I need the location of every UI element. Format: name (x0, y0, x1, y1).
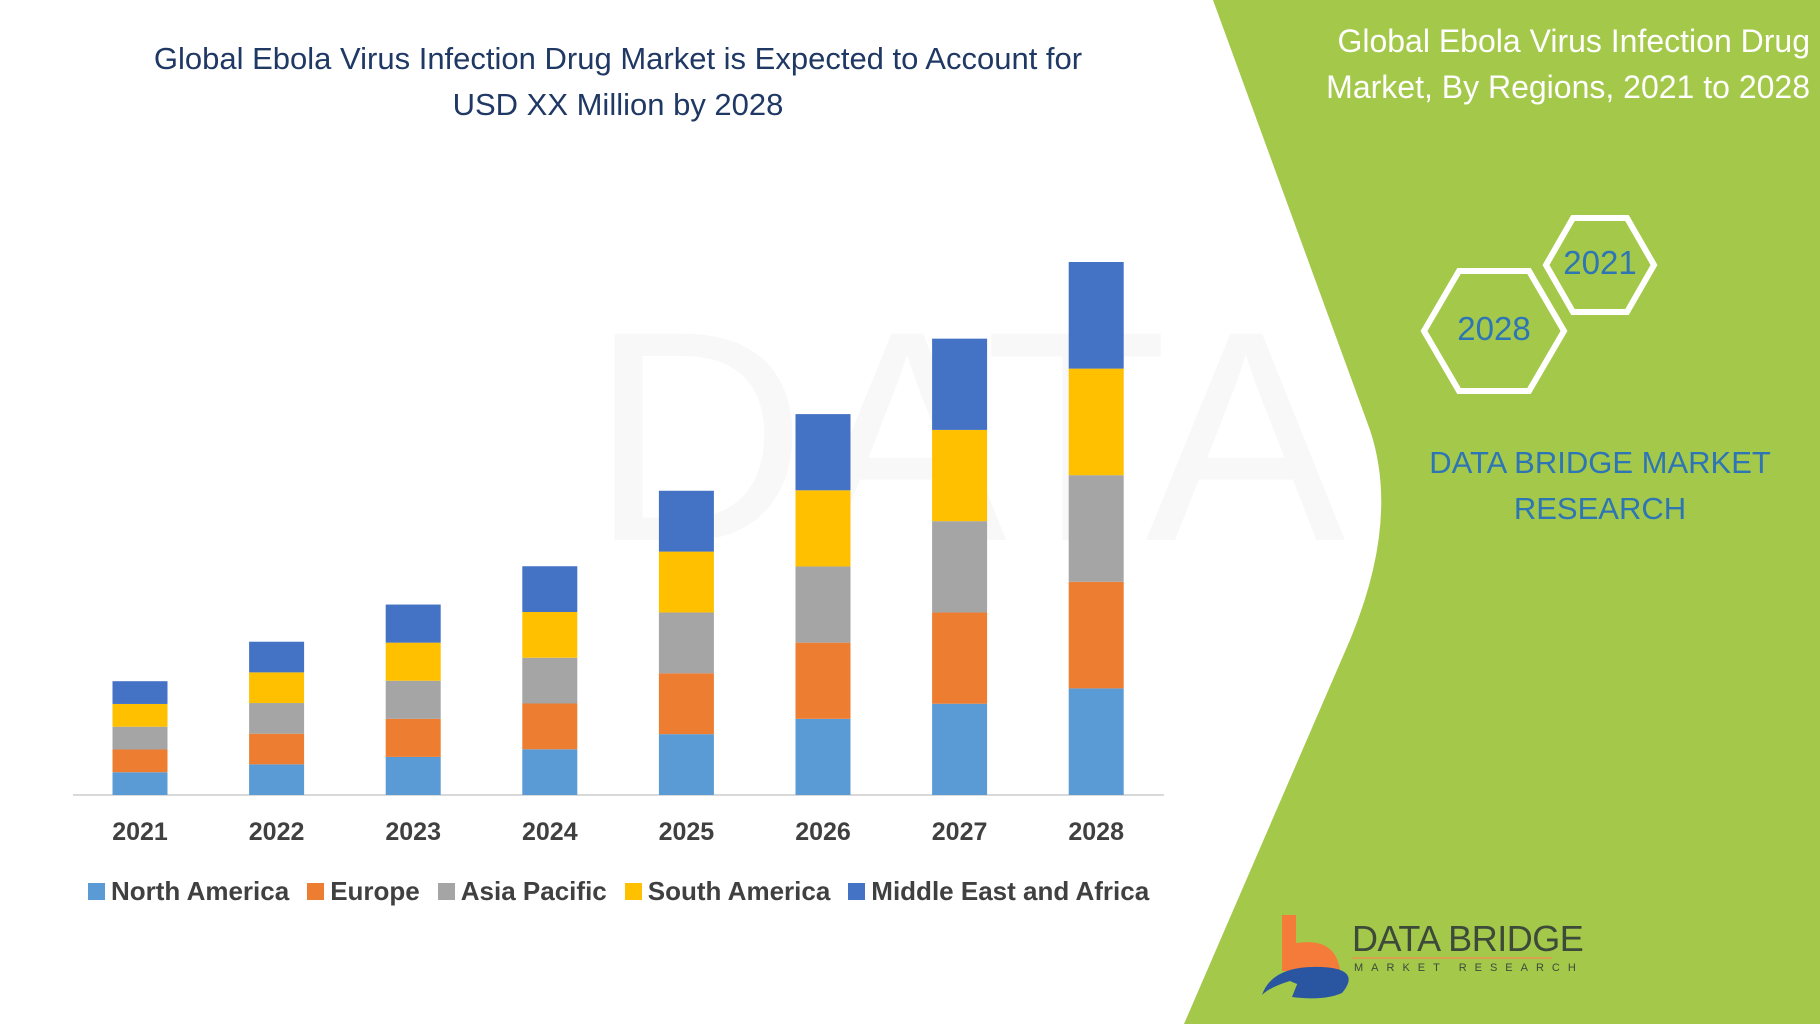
legend-label: Asia Pacific (460, 876, 607, 906)
bar-segment-2024-middle-east-and-africa (522, 566, 578, 612)
company-name: DATA BRIDGE MARKET RESEARCH (1429, 445, 1771, 526)
bar-segment-2022-south-america (249, 672, 305, 704)
legend-item: Asia Pacific (437, 876, 607, 907)
legend: North America Europe Asia Pacific South Ame… (88, 876, 1149, 907)
legend-item: Middle East and Africa (848, 876, 1149, 907)
bar-segment-2021-north-america (112, 772, 168, 795)
legend-label: South America (647, 876, 831, 906)
panel-title: Global Ebola Virus Infection Drug Market… (1326, 23, 1810, 105)
x-tick-label: 2026 (795, 818, 851, 846)
legend-swatch (88, 883, 105, 900)
bar-segment-2026-asia-pacific (795, 566, 851, 643)
hexagon-2021 (1542, 215, 1658, 315)
logo-icon (1262, 915, 1349, 999)
bar-segment-2028-south-america (1068, 368, 1124, 476)
bar-segment-2024-north-america (522, 749, 578, 795)
bar-segment-2028-asia-pacific (1068, 475, 1124, 582)
hexagon-2028 (1420, 268, 1568, 394)
legend-swatch (848, 883, 866, 900)
bar-segment-2022-europe (249, 733, 305, 765)
chart-title: Global Ebola Virus Infection Drug Market… (153, 41, 1083, 122)
bar-segment-2028-europe (1068, 581, 1124, 689)
bar-segment-2028-middle-east-and-africa (1068, 262, 1124, 369)
hex-label-2028: 2028 (1457, 310, 1531, 347)
bar-segment-2028-north-america (1068, 688, 1124, 795)
bar-segment-2026-south-america (795, 490, 851, 567)
bar-segment-2023-middle-east-and-africa (385, 604, 441, 643)
x-tick-label: 2023 (385, 818, 441, 846)
legend-item: North America (88, 876, 289, 907)
x-tick-label: 2027 (931, 818, 988, 846)
green-panel (1184, 0, 1820, 1024)
bar-segment-2027-middle-east-and-africa (932, 338, 988, 430)
bar-segment-2026-north-america (795, 718, 851, 795)
legend-item: South America (624, 876, 831, 907)
logo-name: DATA BRIDGE (1352, 918, 1584, 959)
x-tick-label: 2025 (658, 818, 715, 846)
bar-segment-2027-europe (932, 612, 988, 704)
bar-segment-2023-europe (385, 718, 441, 757)
legend-swatch (624, 883, 642, 900)
x-tick-label: 2021 (112, 818, 168, 846)
bar-segment-2023-north-america (385, 756, 441, 795)
bar-segment-2021-europe (112, 749, 168, 773)
bar-segment-2025-asia-pacific (658, 612, 714, 674)
bar-segment-2027-asia-pacific (932, 521, 988, 613)
bar-segment-2024-south-america (522, 611, 578, 658)
bar-segment-2022-north-america (249, 764, 305, 795)
logo-tagline: MARKET RESEARCH (1354, 962, 1584, 974)
legend-swatch (307, 883, 325, 900)
legend-label: Europe (330, 876, 420, 906)
hex-label-2021: 2021 (1563, 244, 1637, 281)
bar-segment-2025-middle-east-and-africa (658, 490, 714, 552)
bar-segment-2025-south-america (658, 551, 714, 613)
bar-segment-2023-south-america (385, 642, 441, 681)
bar-segment-2021-south-america (112, 703, 168, 727)
bar-segment-2025-north-america (658, 734, 714, 795)
legend-label: Middle East and Africa (871, 876, 1150, 906)
bar-segment-2021-asia-pacific (112, 726, 168, 750)
legend-label: North America (111, 876, 290, 906)
x-tick-label: 2028 (1068, 818, 1124, 846)
bar-segment-2021-middle-east-and-africa (112, 681, 168, 704)
bar-segment-2024-asia-pacific (522, 657, 578, 704)
bar-segment-2023-asia-pacific (385, 680, 441, 719)
chart-area (73, 262, 1164, 796)
bar-segment-2024-europe (522, 703, 578, 750)
bar-segment-2022-middle-east-and-africa (249, 641, 305, 673)
bar-segment-2025-europe (658, 673, 714, 735)
x-tick-label: 2022 (248, 818, 305, 846)
legend-item: Europe (307, 876, 420, 907)
bar-segment-2026-middle-east-and-africa (795, 414, 851, 491)
bar-segment-2022-asia-pacific (249, 703, 305, 734)
bar-segment-2027-north-america (932, 703, 988, 795)
bar-segment-2027-south-america (932, 429, 988, 522)
bar-segment-2026-europe (795, 642, 851, 719)
legend-swatch (437, 883, 455, 900)
x-tick-label: 2024 (521, 818, 578, 846)
